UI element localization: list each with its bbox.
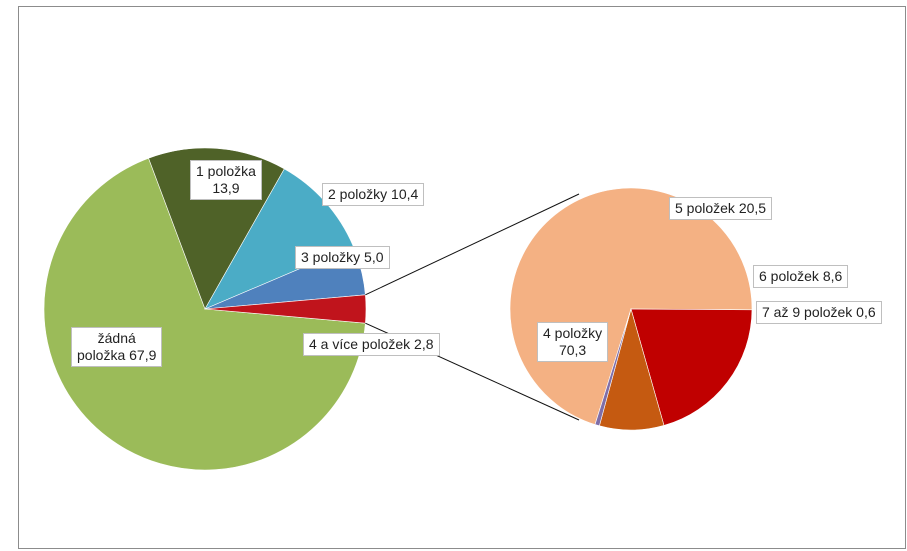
- slice-4-a-vice-polozek: [204, 294, 367, 324]
- secondary-pie: [509, 187, 753, 431]
- label-6-polozek: 6 položek 8,6: [753, 265, 849, 288]
- slice-5-polozek: [630, 308, 753, 426]
- label-3-polozky: 3 položky 5,0: [295, 246, 390, 269]
- slice-4-polozky: [509, 187, 753, 425]
- slice-zadna-polozka: [43, 157, 366, 471]
- slice-7-az-9-polozek: [594, 308, 632, 427]
- label-5-polozek: 5 položek 20,5: [669, 197, 773, 220]
- label-1-polozka: 1 položka 13,9: [190, 160, 262, 200]
- label-2-polozky: 2 položky 10,4: [322, 183, 425, 206]
- label-4-a-vice-polozek: 4 a více položek 2,8: [303, 333, 440, 356]
- label-7-az-9-polozek: 7 až 9 položek 0,6: [756, 301, 882, 324]
- connector-top: [365, 193, 580, 296]
- pie-of-pie-chart: [43, 147, 753, 471]
- label-4-polozky: 4 položky 70,3: [537, 322, 609, 362]
- chart-area: žádná položka 67,9 1 položka 13,9 2 polo…: [18, 6, 906, 549]
- label-zadna-polozka: žádná položka 67,9: [71, 327, 163, 367]
